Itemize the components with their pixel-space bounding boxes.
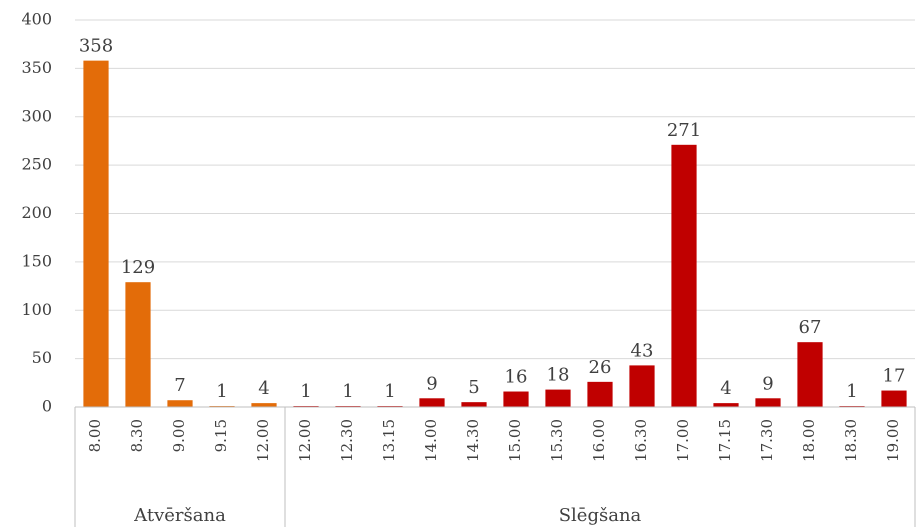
- bar: [251, 403, 277, 407]
- data-label: 5: [468, 377, 479, 398]
- x-tick-label: 16.30: [632, 419, 650, 462]
- bar: [461, 402, 487, 407]
- data-label: 4: [258, 378, 269, 399]
- x-tick-label: 17.30: [758, 419, 776, 462]
- bar: [629, 365, 655, 407]
- y-tick-label: 0: [42, 397, 52, 416]
- x-tick-label: 12.30: [338, 419, 356, 462]
- data-label: 7: [174, 375, 185, 396]
- bar: [167, 400, 193, 407]
- x-tick-label: 14.00: [422, 419, 440, 462]
- bar: [881, 390, 907, 407]
- data-label: 67: [799, 317, 822, 338]
- bar: [545, 389, 571, 407]
- data-label: 271: [667, 120, 701, 141]
- y-tick-label: 100: [21, 300, 52, 319]
- x-tick-label: 14.30: [464, 419, 482, 462]
- bar: [503, 391, 529, 407]
- y-tick-label: 400: [21, 10, 52, 29]
- data-label: 1: [342, 381, 353, 402]
- bar: [125, 282, 151, 407]
- bar: [755, 398, 781, 407]
- y-tick-label: 200: [21, 203, 52, 222]
- data-label: 4: [720, 378, 731, 399]
- data-label: 1: [216, 381, 227, 402]
- y-tick-label: 50: [32, 348, 52, 367]
- bar: [797, 342, 823, 407]
- y-tick-label: 350: [21, 58, 52, 77]
- x-tick-label: 17.00: [674, 419, 692, 462]
- data-label: 1: [846, 381, 857, 402]
- y-tick-label: 300: [21, 106, 52, 125]
- bar: [671, 144, 697, 407]
- data-label: 9: [762, 373, 773, 394]
- y-tick-label: 250: [21, 155, 52, 174]
- x-tick-label: 12.00: [296, 419, 314, 462]
- data-label: 16: [505, 367, 528, 388]
- x-tick-label: 15.30: [548, 419, 566, 462]
- x-tick-label: 13.15: [380, 419, 398, 462]
- data-label: 43: [631, 340, 654, 361]
- x-tick-label: 12.00: [254, 419, 272, 462]
- x-tick-label: 18.30: [842, 419, 860, 462]
- data-label: 1: [300, 381, 311, 402]
- x-tick-label: 18.00: [800, 419, 818, 462]
- x-tick-label: 16.00: [590, 419, 608, 462]
- bar: [419, 398, 445, 407]
- x-tick-label: 17.15: [716, 419, 734, 462]
- group-label: Slēgšana: [559, 505, 642, 526]
- x-tick-label: 15.00: [506, 419, 524, 462]
- y-tick-label: 150: [21, 251, 52, 270]
- bar: [83, 60, 109, 407]
- x-tick-label: 8.30: [128, 419, 146, 452]
- data-label: 26: [589, 357, 612, 378]
- group-label: Atvēršana: [133, 505, 226, 526]
- data-label: 9: [426, 373, 437, 394]
- data-label: 17: [883, 366, 906, 387]
- x-tick-label: 9.15: [212, 419, 230, 452]
- bar: [587, 381, 613, 407]
- data-label: 1: [384, 381, 395, 402]
- x-tick-label: 9.00: [170, 419, 188, 452]
- data-label: 18: [547, 365, 570, 386]
- data-label: 358: [79, 36, 113, 57]
- data-label: 129: [121, 257, 155, 278]
- x-tick-label: 19.00: [884, 419, 902, 462]
- bar: [713, 403, 739, 407]
- x-tick-label: 8.00: [86, 419, 104, 452]
